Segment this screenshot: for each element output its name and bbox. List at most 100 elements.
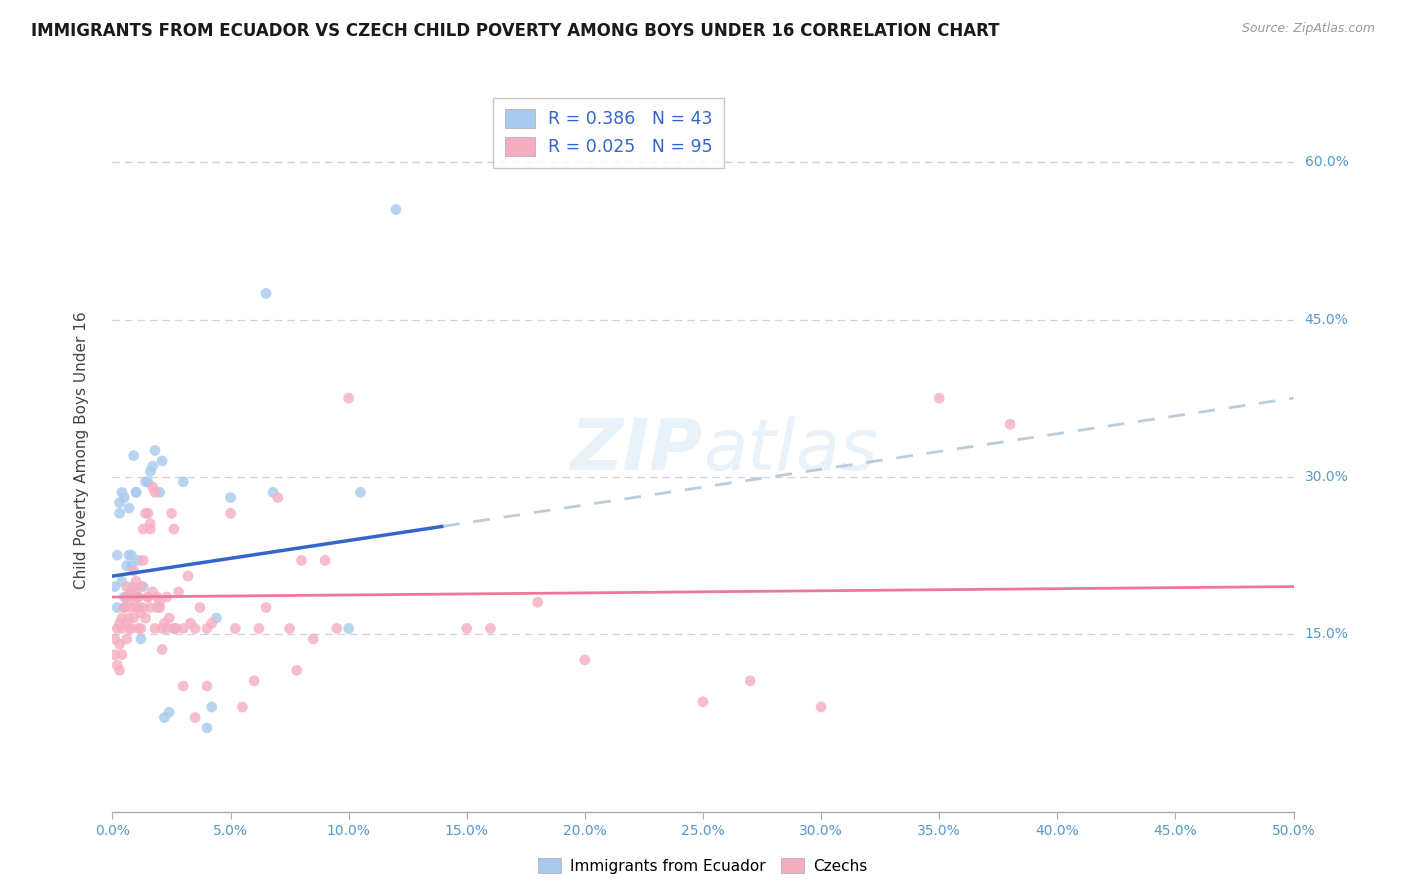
Point xyxy=(139,464,162,478)
Point xyxy=(122,564,145,578)
Point xyxy=(314,553,336,567)
Point xyxy=(105,622,128,636)
Point xyxy=(326,622,349,636)
Point xyxy=(150,642,173,657)
Point xyxy=(456,622,478,636)
Point xyxy=(165,622,187,636)
Point xyxy=(129,606,152,620)
Point xyxy=(118,595,141,609)
Legend: R = 0.386   N = 43, R = 0.025   N = 95: R = 0.386 N = 43, R = 0.025 N = 95 xyxy=(494,97,724,168)
Point xyxy=(135,611,157,625)
Point xyxy=(112,590,135,604)
Point xyxy=(143,443,166,458)
Point xyxy=(108,616,131,631)
Point xyxy=(125,485,148,500)
Point xyxy=(120,600,142,615)
Point xyxy=(129,622,152,636)
Point xyxy=(111,648,134,662)
Point xyxy=(104,580,127,594)
Point xyxy=(118,611,141,625)
Point xyxy=(120,622,142,636)
Point xyxy=(167,584,190,599)
Point xyxy=(112,600,135,615)
Point xyxy=(385,202,408,217)
Point xyxy=(149,595,172,609)
Point xyxy=(142,459,165,474)
Point xyxy=(254,286,277,301)
Point xyxy=(135,506,157,520)
Point xyxy=(111,611,134,625)
Point xyxy=(143,485,166,500)
Text: atlas: atlas xyxy=(703,416,877,485)
Point xyxy=(136,506,159,520)
Point xyxy=(127,590,149,604)
Point xyxy=(118,548,141,562)
Point xyxy=(125,600,148,615)
Point xyxy=(136,475,159,489)
Point xyxy=(172,622,194,636)
Point xyxy=(120,548,142,562)
Point xyxy=(195,721,218,735)
Point xyxy=(122,584,145,599)
Text: ZIP: ZIP xyxy=(571,416,703,485)
Point xyxy=(111,622,134,636)
Point xyxy=(115,590,138,604)
Point xyxy=(125,485,148,500)
Point xyxy=(108,506,131,520)
Point xyxy=(127,553,149,567)
Point xyxy=(104,648,127,662)
Point xyxy=(118,622,141,636)
Point xyxy=(184,622,207,636)
Point xyxy=(810,700,832,714)
Point xyxy=(153,710,176,724)
Point xyxy=(112,616,135,631)
Point xyxy=(105,548,128,562)
Point xyxy=(105,658,128,673)
Point xyxy=(127,590,149,604)
Point xyxy=(122,611,145,625)
Point xyxy=(127,600,149,615)
Point xyxy=(108,496,131,510)
Text: 45.0%: 45.0% xyxy=(1305,312,1348,326)
Legend: Immigrants from Ecuador, Czechs: Immigrants from Ecuador, Czechs xyxy=(533,852,873,880)
Point xyxy=(149,485,172,500)
Point xyxy=(692,695,714,709)
Point xyxy=(108,637,131,651)
Point xyxy=(108,664,131,678)
Point xyxy=(188,600,211,615)
Point xyxy=(219,506,242,520)
Point xyxy=(184,710,207,724)
Y-axis label: Child Poverty Among Boys Under 16: Child Poverty Among Boys Under 16 xyxy=(75,311,89,590)
Point xyxy=(132,580,155,594)
Point xyxy=(118,501,141,516)
Point xyxy=(224,622,246,636)
Point xyxy=(337,391,360,405)
Point xyxy=(160,506,183,520)
Point xyxy=(205,611,228,625)
Point xyxy=(125,574,148,589)
Point xyxy=(201,700,224,714)
Point xyxy=(195,679,218,693)
Point xyxy=(247,622,270,636)
Point xyxy=(219,491,242,505)
Point xyxy=(172,475,194,489)
Point xyxy=(157,705,180,719)
Point xyxy=(172,679,194,693)
Point xyxy=(290,553,312,567)
Point xyxy=(177,569,200,583)
Point xyxy=(337,622,360,636)
Point xyxy=(129,580,152,594)
Point xyxy=(135,475,157,489)
Point xyxy=(150,622,173,636)
Text: 60.0%: 60.0% xyxy=(1305,155,1348,169)
Point xyxy=(231,700,253,714)
Point xyxy=(149,600,172,615)
Point xyxy=(129,632,152,646)
Point xyxy=(142,480,165,494)
Point xyxy=(120,584,142,599)
Point xyxy=(122,449,145,463)
Point xyxy=(349,485,371,500)
Text: 15.0%: 15.0% xyxy=(1305,627,1348,640)
Point xyxy=(136,590,159,604)
Point xyxy=(115,590,138,604)
